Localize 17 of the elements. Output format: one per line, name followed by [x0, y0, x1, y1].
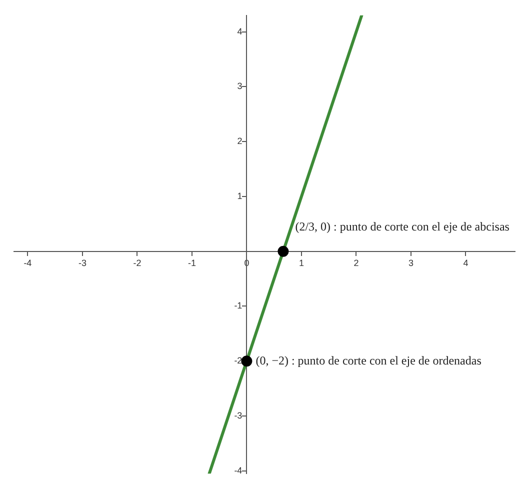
y-tick-label: 3: [237, 81, 247, 92]
y-tick-label: 1: [237, 190, 247, 201]
x-tick-label: 4: [463, 258, 468, 268]
x-tick-label: -2: [133, 258, 142, 268]
y-tick-label: -3: [234, 410, 247, 420]
y-tick-label: 2: [237, 136, 247, 146]
annotation: (0, −2) : punto de corte con el eje de ordenadas: [256, 353, 482, 368]
x-tick-label: 2: [354, 258, 359, 268]
x-tick-label: -1: [188, 258, 196, 268]
y-tick-label: 4: [237, 26, 247, 36]
y-tick-label: -4: [234, 465, 247, 476]
x-tick-label: 3: [408, 258, 414, 268]
x-tick-label: 1: [298, 258, 304, 268]
y-tick-label: -1: [234, 300, 247, 311]
x-tick-label: -3: [78, 258, 86, 268]
x-tick-label: -4: [24, 258, 32, 268]
annotation: (2/3, 0) : punto de corte con el eje de abcisas: [295, 220, 510, 234]
